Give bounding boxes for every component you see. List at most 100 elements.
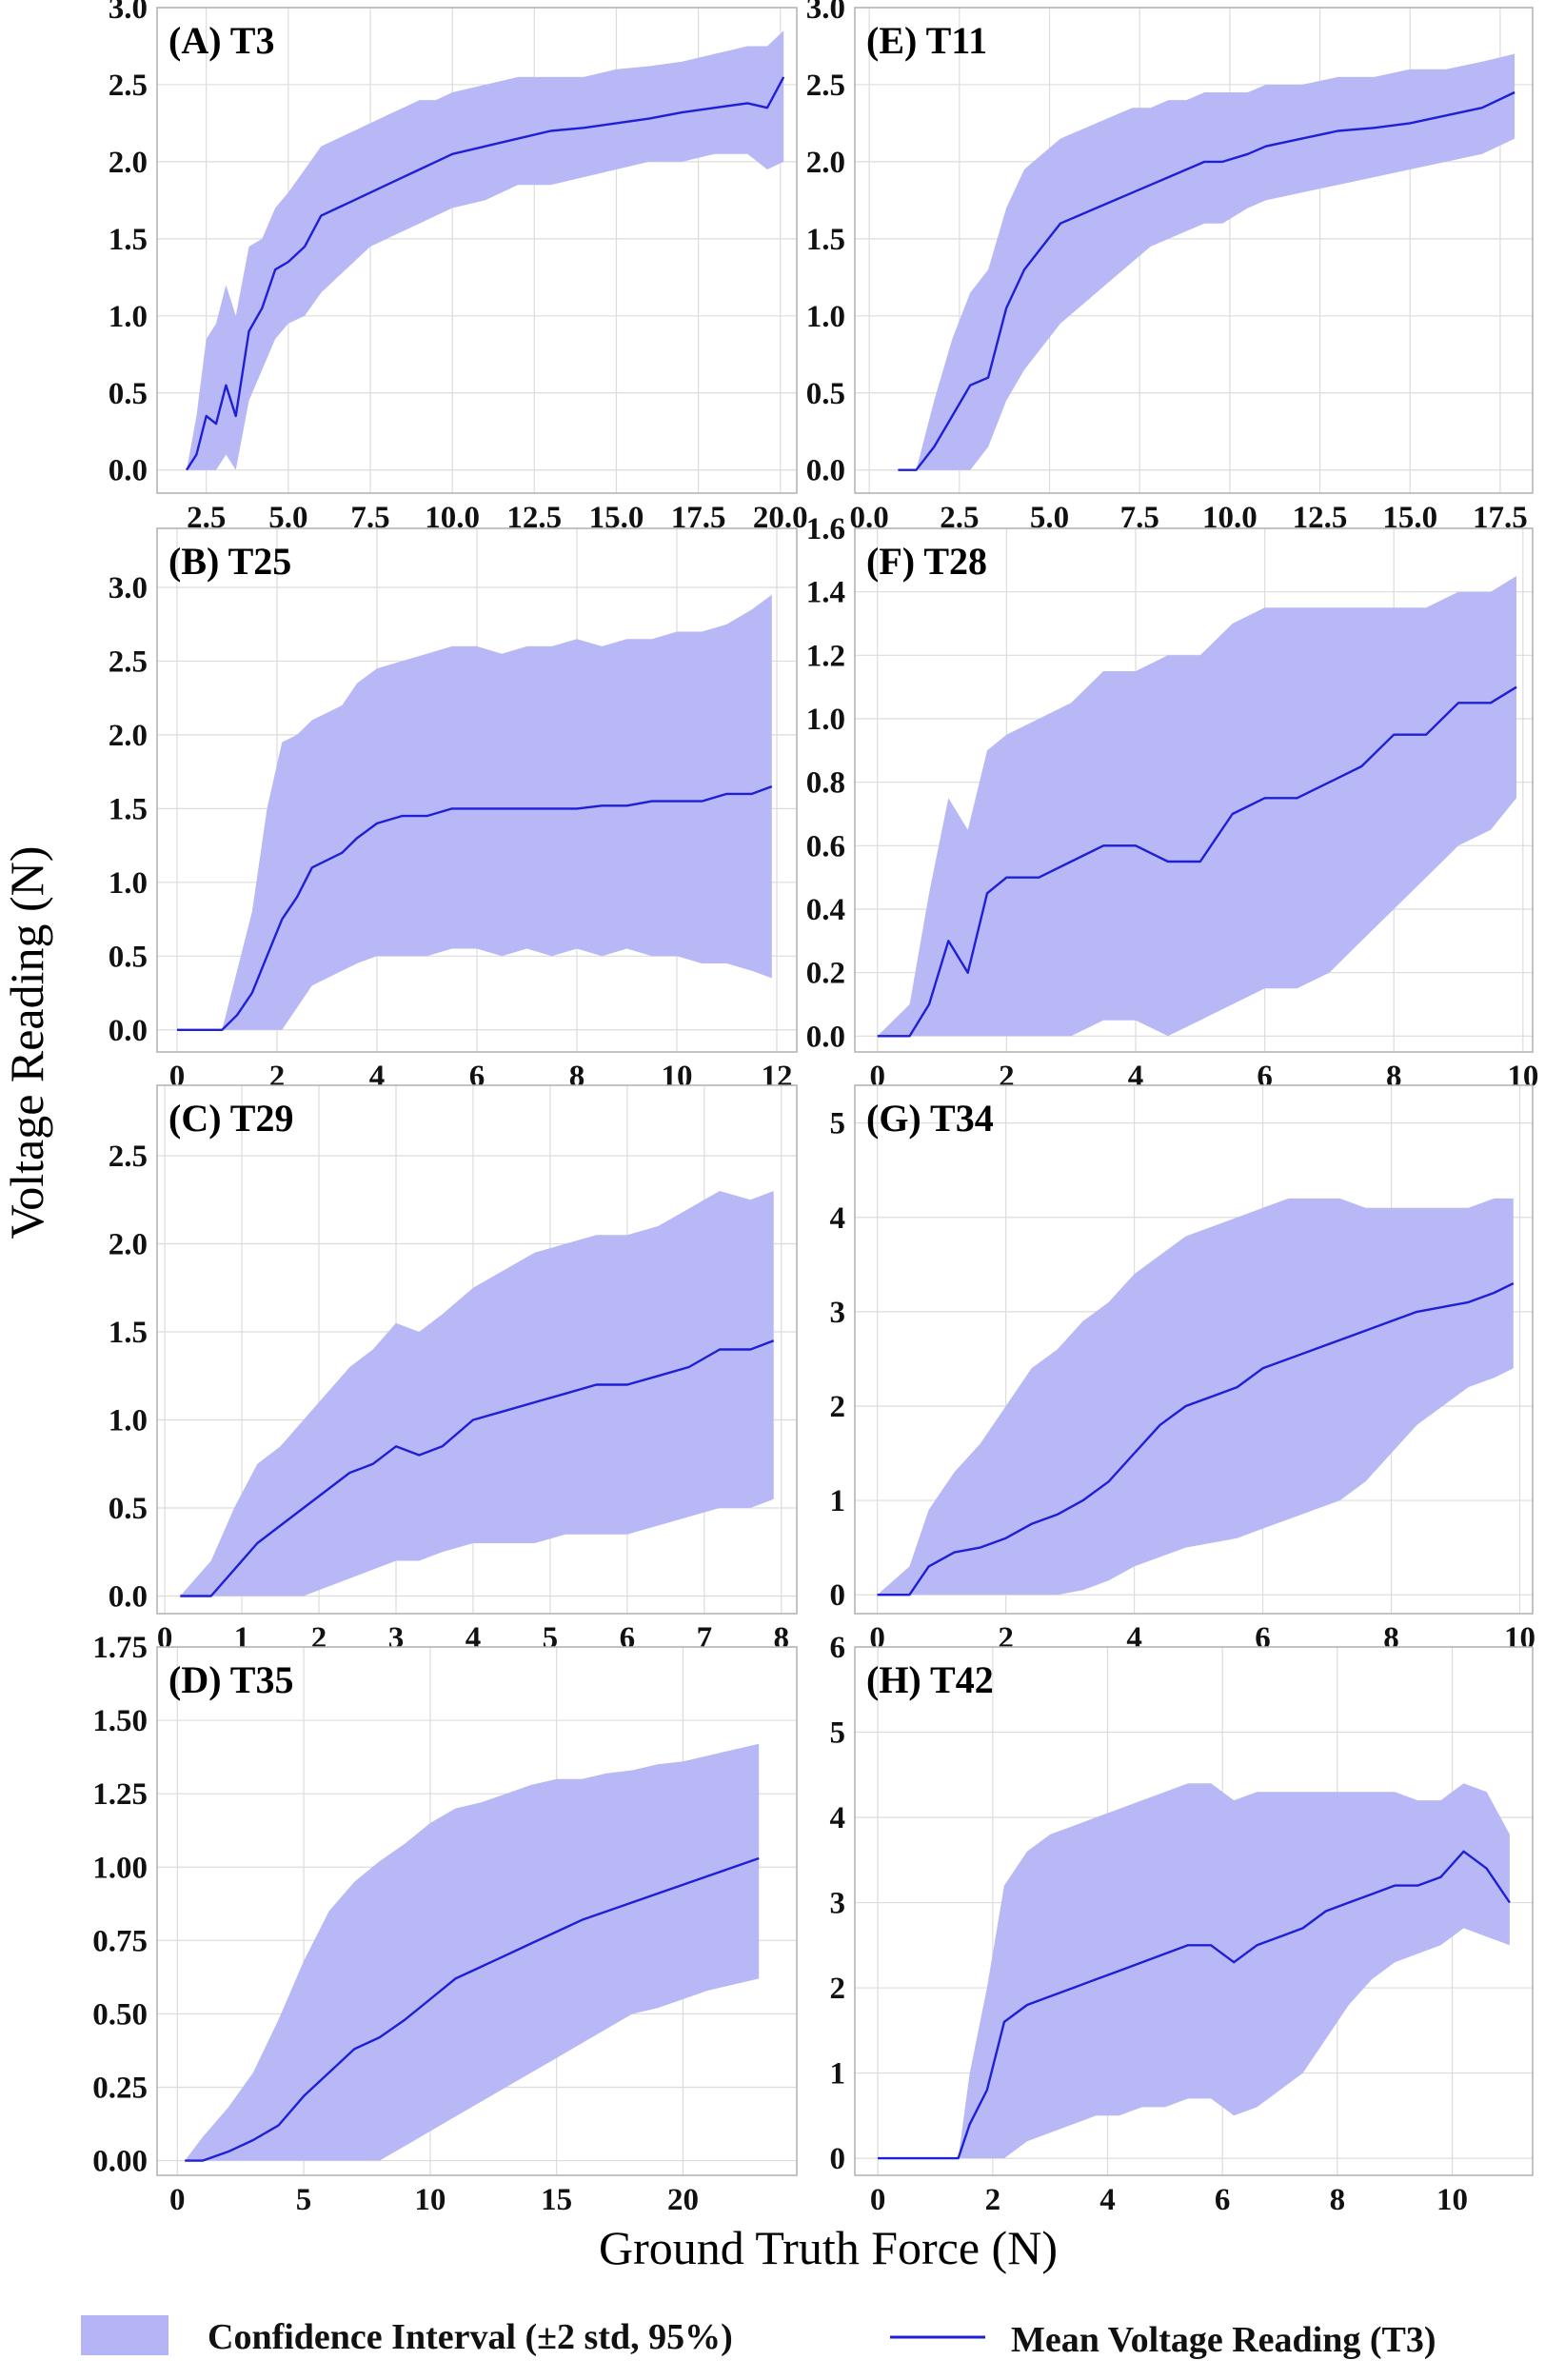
confidence-band xyxy=(180,1191,774,1597)
legend: Confidence Interval (±2 std, 95%) Mean V… xyxy=(81,2315,1436,2360)
y-tick-label: 1.0 xyxy=(806,703,845,737)
y-tick-label: 0.75 xyxy=(92,1924,148,1958)
y-tick-label: 1 xyxy=(830,2057,846,2092)
x-tick-label: 5 xyxy=(296,2183,312,2217)
y-tick-label: 3 xyxy=(830,1887,846,1921)
y-tick-label: 1.00 xyxy=(92,1851,148,1885)
plot-frame xyxy=(156,1646,798,2176)
y-tick-label: 0 xyxy=(830,2142,846,2176)
mean-line xyxy=(177,784,773,1031)
y-tick-label: 6 xyxy=(830,1631,846,1665)
x-axis-label: Ground Truth Force (N) xyxy=(599,2221,1058,2274)
x-tick-label: 20 xyxy=(667,2183,699,2217)
y-tick-label: 1.50 xyxy=(92,1704,148,1738)
y-tick-label: 0.2 xyxy=(806,957,845,991)
plot-frame xyxy=(156,7,798,494)
y-tick-label: 0.5 xyxy=(806,377,845,411)
panel-title: (D) T35 xyxy=(168,1658,293,1701)
y-tick-label: 0.6 xyxy=(806,829,845,863)
y-tick-label: 0.0 xyxy=(806,1020,845,1054)
plot-frame xyxy=(854,1646,1534,2176)
mean-line xyxy=(185,76,785,471)
mean-line xyxy=(185,1856,760,2162)
y-tick-label: 2 xyxy=(830,1972,846,2006)
chart-panel: 2.5 5.0 7.5 10.0 12.5 15.0 17.5 20.00.00.51.01.… xyxy=(109,0,808,535)
y-tick-label: 1.2 xyxy=(806,639,845,673)
x-tick-label: 15 xyxy=(541,2183,572,2217)
y-tick-label: 1 xyxy=(830,1484,846,1518)
chart-panel: 0 2 4 6 8 100.00.20.40.60.81.01.21.41.6(F) T2… xyxy=(806,512,1539,1094)
mean-line xyxy=(877,1282,1515,1597)
legend-line-label: Mean Voltage Reading (T3) xyxy=(1011,2320,1436,2360)
confidence-band xyxy=(187,30,784,470)
y-tick-label: 0.5 xyxy=(109,377,148,411)
y-tick-label: 2 xyxy=(830,1390,846,1424)
y-tick-label: 2.5 xyxy=(109,645,148,679)
confidence-band xyxy=(877,1198,1514,1596)
y-tick-label: 0.0 xyxy=(109,1580,148,1615)
y-tick-label: 0.4 xyxy=(806,893,845,927)
mean-line xyxy=(180,1339,775,1597)
y-tick-label: 2.0 xyxy=(806,146,845,180)
y-tick-label: 2.0 xyxy=(109,146,148,180)
y-tick-label: 1.6 xyxy=(806,512,845,546)
y-tick-label: 4 xyxy=(830,1801,846,1835)
y-tick-label: 3.0 xyxy=(806,0,845,26)
legend-band-label: Confidence Interval (±2 std, 95%) xyxy=(208,2317,733,2357)
mean-line xyxy=(898,90,1515,471)
y-axis-label: Voltage Reading (N) xyxy=(0,846,53,1240)
panel-title: (E) T11 xyxy=(866,19,987,62)
y-tick-label: 0.0 xyxy=(109,1014,148,1048)
legend-band-swatch xyxy=(81,2315,168,2355)
y-tick-label: 1.75 xyxy=(92,1631,148,1665)
chart-panel: 0 2 4 6 8 10 0 1 2 3 4 5 6 (H) T42 xyxy=(830,1631,1534,2217)
y-tick-label: 1.5 xyxy=(806,223,845,257)
x-tick-label: 6 xyxy=(1215,2183,1231,2217)
y-tick-label: 0 xyxy=(830,1578,846,1613)
x-tick-label: 0 xyxy=(870,2183,886,2217)
x-tick-label: 4 xyxy=(1099,2183,1116,2217)
y-tick-label: 3.0 xyxy=(109,571,148,605)
mean-line xyxy=(877,685,1517,1038)
y-tick-label: 2.0 xyxy=(109,1228,148,1262)
y-tick-label: 2.5 xyxy=(806,69,845,103)
y-tick-label: 2.0 xyxy=(109,719,148,753)
y-tick-label: 5 xyxy=(830,1716,846,1751)
y-tick-label: 0.0 xyxy=(806,454,845,488)
plot-frame xyxy=(854,527,1534,1053)
x-tick-label: 10 xyxy=(1436,2183,1468,2217)
x-tick-label: 10 xyxy=(414,2183,446,2217)
y-tick-label: 0.50 xyxy=(92,1997,148,2032)
y-tick-label: 0.5 xyxy=(109,1492,148,1526)
y-tick-label: 1.5 xyxy=(109,792,148,826)
y-tick-label: 4 xyxy=(830,1201,846,1236)
y-tick-label: 2.5 xyxy=(109,1140,148,1174)
y-tick-label: 0.8 xyxy=(806,766,845,801)
chart-panel: 0 2 4 6 8 10 120.00.51.01.52.02.53.0(B) T25 xyxy=(109,527,798,1094)
plot-frame xyxy=(156,527,798,1053)
x-tick-label: 2 xyxy=(985,2183,1001,2217)
y-tick-label: 1.5 xyxy=(109,223,148,257)
plot-frame xyxy=(854,1084,1534,1615)
y-tick-label: 3.0 xyxy=(109,0,148,26)
y-tick-label: 1.0 xyxy=(109,1404,148,1438)
y-tick-label: 0.00 xyxy=(92,2145,148,2179)
y-tick-label: 0.5 xyxy=(109,940,148,974)
y-tick-label: 1.4 xyxy=(806,576,845,610)
panel-title: (B) T25 xyxy=(168,540,291,583)
y-tick-label: 0.25 xyxy=(92,2072,148,2106)
panel-title: (A) T3 xyxy=(168,19,274,62)
y-tick-label: 1.0 xyxy=(806,300,845,334)
y-tick-label: 3 xyxy=(830,1296,846,1330)
panel-title: (C) T29 xyxy=(168,1097,293,1140)
confidence-band xyxy=(185,1743,760,2161)
confidence-band xyxy=(877,576,1516,1037)
y-tick-label: 5 xyxy=(830,1107,846,1141)
panel-title: (G) T34 xyxy=(866,1097,994,1140)
mean-line xyxy=(878,1850,1511,2160)
confidence-band xyxy=(878,1783,1510,2159)
chart-panel: 0 5 10 15 20 0.00 0.25 0.50 0.75 1.00 1.25 1.50 1.75… xyxy=(92,1631,798,2217)
panels-group: 2.5 5.0 7.5 10.0 12.5 15.0 17.5 20.00.00.51.01.… xyxy=(92,0,1538,2217)
y-tick-label: 2.5 xyxy=(109,69,148,103)
